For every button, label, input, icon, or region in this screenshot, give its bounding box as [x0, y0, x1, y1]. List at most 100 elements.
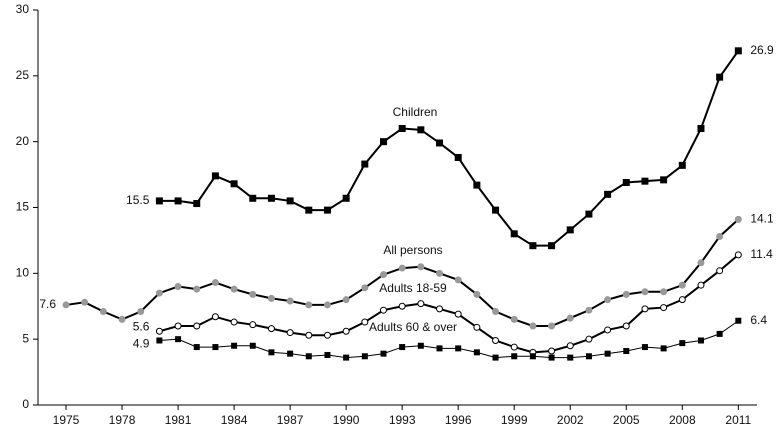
- x-tick-label: 2011: [725, 413, 751, 427]
- marker: [623, 348, 630, 355]
- marker: [622, 322, 630, 330]
- marker: [156, 337, 163, 344]
- marker: [492, 354, 499, 361]
- marker: [286, 197, 294, 205]
- marker: [324, 351, 331, 358]
- marker: [604, 296, 612, 304]
- series-label: All persons: [383, 243, 442, 257]
- x-tick-label: 2008: [669, 413, 696, 427]
- marker: [379, 138, 387, 146]
- series-line: [159, 254, 739, 354]
- value-label: 7.6: [39, 297, 56, 311]
- x-tick-label: 1984: [221, 413, 248, 427]
- value-label: 5.6: [133, 319, 150, 333]
- marker: [604, 190, 612, 198]
- x-tick-label: 1987: [277, 413, 304, 427]
- marker: [361, 318, 369, 326]
- marker: [230, 285, 238, 293]
- marker: [231, 342, 238, 349]
- x-tick-label: 2002: [557, 413, 584, 427]
- marker: [155, 289, 163, 297]
- marker: [211, 279, 219, 287]
- series-label: Adults 18-59: [379, 281, 447, 295]
- marker: [305, 206, 313, 214]
- marker: [585, 210, 593, 218]
- marker: [342, 194, 350, 202]
- marker: [249, 342, 256, 349]
- marker: [155, 197, 163, 205]
- marker: [622, 290, 630, 298]
- marker: [343, 354, 350, 361]
- marker: [436, 345, 443, 352]
- marker: [174, 197, 182, 205]
- marker: [492, 336, 500, 344]
- marker: [510, 230, 518, 238]
- marker: [417, 300, 425, 308]
- marker: [678, 296, 686, 304]
- marker: [735, 317, 742, 324]
- marker: [566, 314, 574, 322]
- marker: [286, 297, 294, 305]
- series-line: [65, 218, 740, 327]
- marker: [267, 294, 275, 302]
- marker: [585, 353, 592, 360]
- marker: [287, 350, 294, 357]
- marker: [361, 160, 369, 168]
- marker: [305, 353, 312, 360]
- marker: [436, 139, 444, 147]
- marker: [211, 172, 219, 180]
- marker: [379, 306, 387, 314]
- x-tick-label: 1981: [165, 413, 192, 427]
- marker: [398, 302, 406, 310]
- marker: [679, 340, 686, 347]
- x-tick-label: 1999: [501, 413, 528, 427]
- marker: [62, 301, 70, 309]
- marker: [286, 329, 294, 337]
- marker: [566, 226, 574, 234]
- marker: [492, 206, 500, 214]
- series-line: [159, 320, 739, 359]
- marker: [174, 322, 182, 330]
- marker: [678, 161, 686, 169]
- marker: [417, 342, 424, 349]
- marker: [492, 308, 500, 316]
- marker: [529, 242, 537, 250]
- marker: [174, 283, 182, 290]
- marker: [454, 310, 462, 318]
- marker: [641, 344, 648, 351]
- x-tick-label: 1993: [389, 413, 416, 427]
- y-tick-label: 30: [16, 2, 30, 16]
- marker: [660, 176, 668, 184]
- marker: [510, 315, 518, 323]
- marker: [641, 177, 649, 185]
- marker: [268, 349, 275, 356]
- x-tick-label: 1975: [53, 413, 80, 427]
- marker: [379, 271, 387, 279]
- marker: [249, 194, 257, 202]
- marker: [604, 350, 611, 357]
- marker: [585, 306, 593, 314]
- value-label: 26.9: [750, 43, 774, 57]
- marker: [323, 301, 331, 309]
- marker: [734, 251, 742, 259]
- value-label: 14.1: [750, 212, 774, 226]
- marker: [660, 288, 668, 296]
- marker: [361, 353, 368, 360]
- marker: [567, 354, 574, 361]
- marker: [716, 232, 724, 240]
- marker: [716, 267, 724, 275]
- marker: [212, 344, 219, 351]
- marker: [267, 325, 275, 333]
- marker: [361, 284, 369, 292]
- marker: [305, 331, 313, 339]
- marker: [697, 281, 705, 289]
- marker: [417, 126, 425, 134]
- marker: [342, 327, 350, 335]
- y-tick-label: 20: [16, 134, 30, 148]
- marker: [660, 345, 667, 352]
- marker: [716, 73, 724, 81]
- y-tick-label: 15: [16, 200, 30, 214]
- marker: [323, 331, 331, 339]
- marker: [398, 264, 406, 272]
